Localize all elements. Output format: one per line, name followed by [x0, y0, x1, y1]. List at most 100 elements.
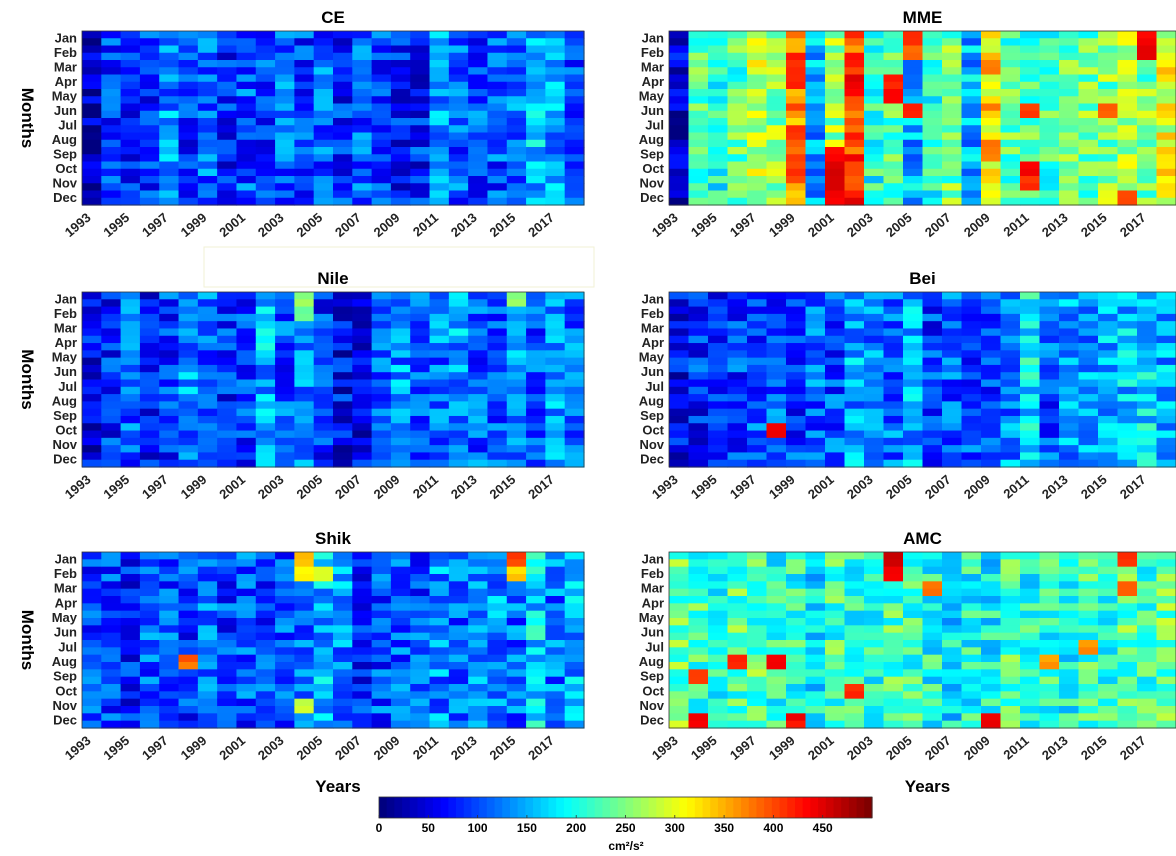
heatmap-cell — [487, 147, 508, 155]
heatmap-cell — [903, 596, 924, 604]
heatmap-cell — [390, 328, 411, 337]
heatmap-cell — [708, 401, 729, 410]
heatmap-cell — [825, 662, 846, 670]
y-tick-label: Jan — [642, 291, 664, 306]
heatmap-cell — [1039, 408, 1060, 417]
y-axis-label: Months — [18, 88, 37, 148]
heatmap-cell — [139, 691, 160, 700]
colorbar-step — [610, 797, 619, 818]
heatmap-cell — [139, 379, 160, 388]
heatmap-cell — [1078, 60, 1099, 68]
heatmap-cell — [1117, 292, 1138, 300]
heatmap-cell — [139, 720, 160, 729]
heatmap-cell — [236, 74, 257, 83]
heatmap-cell — [120, 401, 141, 410]
heatmap-cell — [545, 408, 566, 417]
heatmap-cell — [217, 669, 238, 678]
heatmap-cell — [1039, 313, 1060, 322]
heatmap-cell — [844, 676, 865, 685]
heatmap-cell — [390, 647, 411, 656]
heatmap-cell — [981, 52, 1002, 61]
heatmap-cell — [961, 408, 982, 417]
x-tick-label: 2009 — [961, 733, 993, 763]
heatmap-cell — [883, 647, 904, 656]
heatmap-cell — [371, 669, 392, 678]
heatmap-cell — [506, 67, 527, 76]
heatmap-cell — [101, 581, 122, 590]
heatmap-cell — [766, 313, 787, 322]
heatmap-cell — [526, 581, 546, 590]
heatmap-cell — [506, 45, 527, 54]
heatmap-cell — [708, 60, 729, 68]
heatmap-cell — [786, 698, 807, 707]
heatmap-cell — [1098, 445, 1119, 454]
colorbar-tick-label: 200 — [566, 821, 586, 835]
heatmap-cell — [766, 379, 787, 388]
heatmap-cell — [766, 45, 787, 54]
heatmap-cell — [1117, 60, 1138, 68]
heatmap-cell — [1156, 394, 1176, 402]
x-tick-label: 1993 — [62, 733, 94, 763]
heatmap-cell — [825, 706, 846, 714]
heatmap-cell — [468, 67, 489, 76]
heatmap-cell — [101, 408, 122, 417]
heatmap-cell — [1098, 394, 1119, 402]
heatmap-cell — [564, 38, 585, 47]
heatmap-cell — [526, 96, 546, 105]
heatmap-cell — [545, 379, 566, 388]
heatmap-cell — [313, 566, 334, 575]
heatmap-cell — [942, 669, 963, 678]
heatmap-cell — [1117, 603, 1138, 612]
heatmap-cell — [1137, 423, 1158, 432]
heatmap-cell — [197, 647, 218, 656]
y-axis-label: Months — [18, 349, 37, 409]
heatmap-cell — [903, 669, 924, 678]
heatmap-cell — [669, 89, 690, 97]
heatmap-cell — [669, 96, 690, 105]
heatmap-cell — [1098, 691, 1119, 700]
heatmap-cell — [883, 183, 904, 192]
heatmap-cell — [352, 132, 373, 141]
heatmap-cell — [708, 154, 729, 163]
heatmap-cell — [1078, 676, 1099, 685]
heatmap-cell — [805, 452, 826, 461]
heatmap-cell — [669, 713, 690, 722]
heatmap-cell — [236, 632, 257, 641]
heatmap-cell — [766, 415, 787, 424]
heatmap-cell — [942, 110, 963, 119]
heatmap-cell — [1117, 596, 1138, 604]
heatmap-cell — [371, 647, 392, 656]
heatmap-cell — [159, 154, 180, 163]
heatmap-cell — [564, 343, 585, 351]
heatmap-cell — [922, 350, 943, 359]
heatmap-cell — [727, 698, 748, 707]
x-tick-label: 1999 — [178, 210, 210, 240]
heatmap-cell — [526, 706, 546, 714]
heatmap-cell — [1137, 415, 1158, 424]
heatmap-cell — [1098, 647, 1119, 656]
heatmap-cell — [390, 684, 411, 692]
heatmap-cell — [1137, 574, 1158, 582]
heatmap-cell — [864, 691, 885, 700]
heatmap-cell — [410, 552, 431, 560]
heatmap-cell — [448, 386, 469, 395]
heatmap-cell — [1020, 618, 1041, 626]
colorbar-step — [379, 797, 388, 818]
heatmap-cell — [197, 328, 218, 337]
heatmap-cell — [1059, 110, 1080, 119]
heatmap-cell — [1098, 552, 1119, 560]
heatmap-cell — [688, 81, 709, 90]
colorbar-step — [848, 797, 858, 818]
heatmap-cell — [1117, 110, 1138, 119]
heatmap-cell — [786, 343, 807, 351]
heatmap-cell — [352, 335, 373, 344]
heatmap-cell — [255, 118, 276, 126]
heatmap-cell — [487, 89, 508, 97]
heatmap-cell — [708, 588, 729, 597]
heatmap-cell — [526, 647, 546, 656]
heatmap-cell — [506, 445, 527, 454]
heatmap-cell — [545, 684, 566, 692]
heatmap-cell — [352, 566, 373, 575]
heatmap-cell — [1059, 552, 1080, 560]
heatmap-cell — [1137, 684, 1158, 692]
